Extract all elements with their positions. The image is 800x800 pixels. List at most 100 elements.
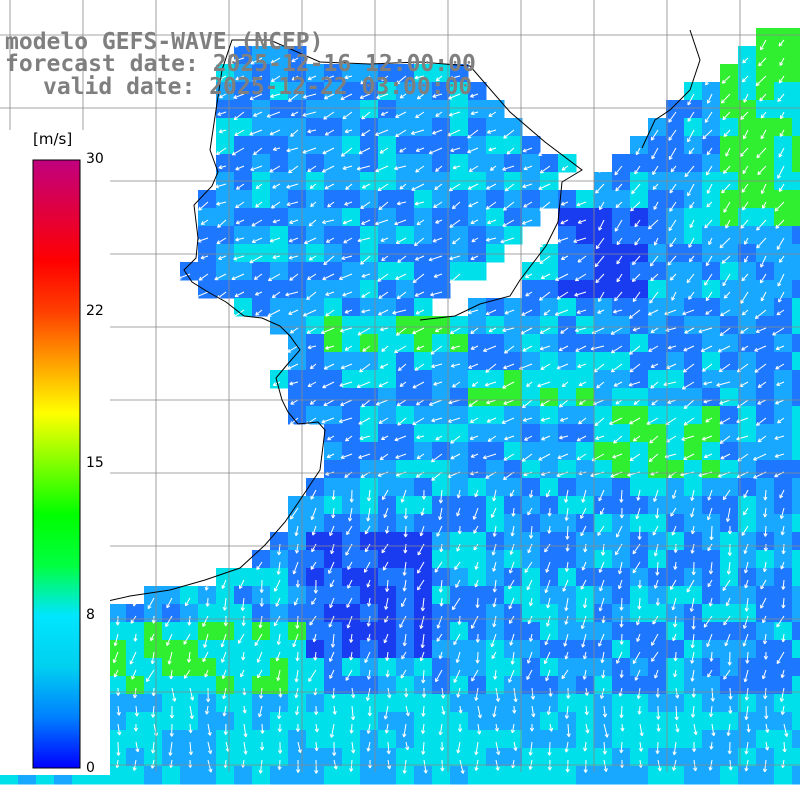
wind-arrow	[633, 399, 641, 405]
field-cell	[324, 766, 343, 785]
field-cell	[360, 712, 379, 731]
wind-arrow	[378, 309, 389, 316]
field-cell	[648, 496, 667, 515]
wind-arrow	[329, 651, 335, 662]
wind-arrow	[397, 255, 407, 263]
wind-arrow	[386, 741, 391, 755]
field-cell	[594, 676, 613, 695]
wind-arrow	[351, 687, 356, 699]
wind-arrow	[287, 363, 299, 370]
field-cell	[576, 478, 595, 497]
field-cell	[216, 694, 235, 713]
wind-arrow	[719, 237, 731, 249]
field-cell	[720, 604, 739, 623]
field-cell	[630, 298, 649, 317]
wind-arrow	[295, 615, 300, 629]
wind-arrow	[382, 561, 389, 571]
field-cell	[450, 226, 469, 245]
field-cell	[342, 406, 361, 425]
wind-arrow	[742, 633, 749, 647]
wind-arrow	[270, 57, 281, 64]
wind-arrow	[763, 525, 768, 537]
field-cell	[396, 442, 415, 461]
field-cell	[396, 676, 415, 695]
wind-arrow	[304, 237, 317, 245]
wind-arrow	[346, 615, 353, 629]
field-cell	[576, 442, 595, 461]
wind-arrow	[583, 543, 588, 553]
field-cell	[342, 388, 361, 407]
wind-arrow	[360, 75, 371, 85]
wind-arrow	[726, 723, 731, 736]
wind-arrow	[359, 363, 371, 373]
colorbar-tick-15: 15	[86, 455, 104, 471]
wind-arrow	[610, 363, 623, 373]
wind-arrow	[706, 201, 713, 208]
wind-arrow	[116, 741, 121, 756]
wind-arrow	[202, 651, 209, 663]
wind-arrow	[652, 165, 659, 175]
wind-arrow	[471, 615, 479, 629]
wind-arrow	[509, 489, 515, 497]
field-cell	[324, 136, 343, 155]
field-cell	[720, 190, 739, 209]
wind-arrow	[495, 687, 500, 702]
field-cell	[792, 370, 800, 389]
field-cell	[486, 442, 505, 461]
field-cell	[666, 442, 685, 461]
wind-arrow	[683, 345, 695, 352]
field-cell	[522, 514, 541, 533]
wind-arrow	[634, 237, 641, 246]
wind-arrow	[683, 417, 695, 426]
wind-arrow	[687, 111, 695, 122]
field-cell	[180, 658, 199, 677]
wind-arrow	[709, 651, 714, 662]
wind-arrow	[703, 453, 713, 459]
wind-arrow	[651, 651, 659, 662]
field-cell	[252, 658, 271, 677]
wind-arrow	[416, 345, 425, 350]
wind-arrow	[223, 723, 228, 735]
field-cell	[342, 586, 361, 605]
field-cell	[468, 388, 487, 407]
wind-arrow	[459, 759, 465, 774]
wind-arrow	[523, 201, 533, 208]
field-cell	[342, 604, 361, 623]
wind-arrow	[251, 219, 263, 227]
field-cell	[738, 424, 757, 443]
field-cell	[594, 280, 613, 299]
field-cell	[450, 370, 469, 389]
field-cell	[252, 280, 271, 299]
wind-arrow	[526, 579, 533, 591]
wind-arrow	[321, 165, 335, 173]
field-cell	[666, 388, 685, 407]
wind-arrow	[361, 111, 371, 120]
field-cell	[342, 478, 361, 497]
field-cell	[666, 208, 685, 227]
field-cell	[270, 676, 289, 695]
field-cell	[468, 766, 487, 785]
field-cell	[576, 280, 595, 299]
field-cell	[756, 712, 775, 731]
wind-arrow	[218, 165, 227, 170]
field-cell	[522, 496, 541, 515]
field-cell	[792, 622, 800, 641]
wind-arrow	[762, 561, 767, 573]
wind-arrow	[357, 327, 371, 336]
field-cell	[306, 244, 325, 263]
field-cell	[666, 694, 685, 713]
wind-arrow	[278, 687, 283, 698]
wind-arrow	[743, 93, 749, 103]
wind-arrow	[423, 759, 428, 774]
wind-arrow	[741, 75, 749, 83]
field-cell	[486, 622, 505, 641]
wind-arrow	[324, 75, 335, 81]
field-cell	[126, 748, 145, 767]
field-cell	[756, 586, 775, 605]
coastline-east	[641, 29, 701, 149]
field-cell	[360, 604, 379, 623]
field-cell	[648, 712, 667, 731]
wind-arrow	[366, 633, 371, 642]
field-cell	[342, 514, 361, 533]
field-cell	[324, 496, 343, 515]
